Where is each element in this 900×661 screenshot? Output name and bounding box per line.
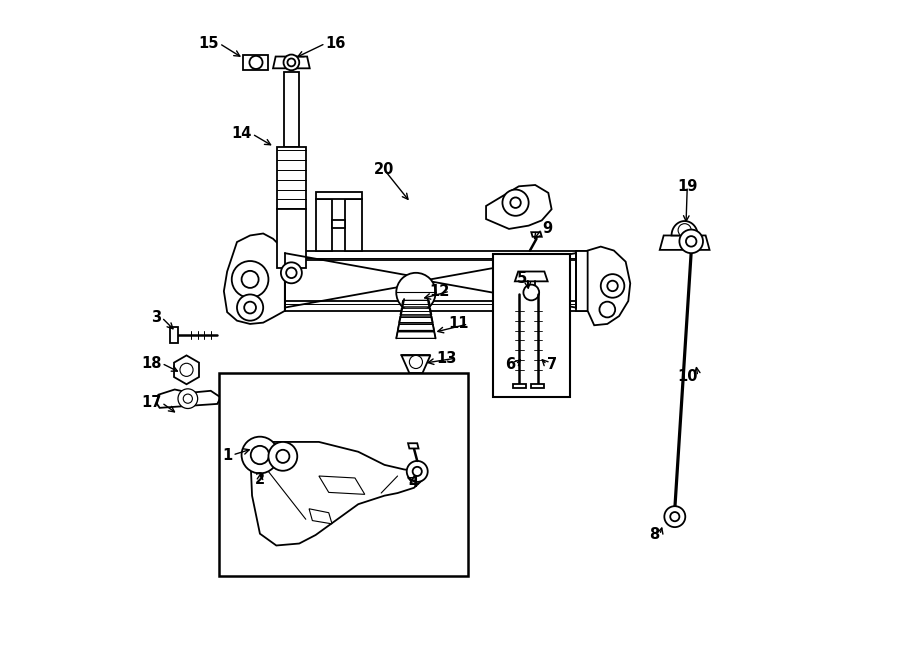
- Bar: [220, 373, 468, 576]
- Polygon shape: [345, 200, 362, 251]
- Polygon shape: [513, 384, 526, 388]
- Text: 13: 13: [436, 350, 456, 366]
- Circle shape: [680, 229, 703, 253]
- Polygon shape: [309, 509, 332, 524]
- Text: 19: 19: [677, 179, 698, 194]
- Circle shape: [524, 285, 539, 300]
- Polygon shape: [277, 147, 306, 210]
- Circle shape: [241, 437, 278, 473]
- Circle shape: [407, 461, 428, 482]
- Text: 5: 5: [518, 270, 527, 286]
- Circle shape: [244, 301, 256, 313]
- Circle shape: [608, 281, 617, 292]
- Polygon shape: [170, 327, 178, 343]
- Polygon shape: [273, 251, 284, 311]
- Circle shape: [502, 190, 528, 215]
- Circle shape: [178, 389, 198, 408]
- Polygon shape: [319, 476, 364, 494]
- Text: 20: 20: [374, 163, 394, 177]
- Polygon shape: [273, 57, 310, 68]
- Polygon shape: [174, 356, 199, 384]
- Text: 4: 4: [409, 475, 419, 490]
- Polygon shape: [284, 71, 299, 147]
- Polygon shape: [515, 272, 548, 282]
- Text: 17: 17: [141, 395, 162, 410]
- Text: 18: 18: [141, 356, 162, 371]
- Text: 12: 12: [429, 284, 450, 299]
- Polygon shape: [486, 185, 552, 229]
- Circle shape: [599, 301, 616, 317]
- Polygon shape: [396, 332, 436, 338]
- Polygon shape: [660, 235, 709, 250]
- Circle shape: [231, 261, 268, 297]
- Polygon shape: [531, 384, 544, 388]
- Circle shape: [184, 394, 193, 403]
- Text: 7: 7: [547, 357, 557, 372]
- Circle shape: [180, 364, 194, 376]
- Polygon shape: [332, 220, 345, 228]
- Circle shape: [678, 223, 691, 237]
- Circle shape: [601, 274, 625, 297]
- Text: 15: 15: [199, 36, 220, 51]
- Circle shape: [268, 442, 297, 471]
- Text: 3: 3: [151, 310, 162, 325]
- Circle shape: [281, 262, 302, 284]
- Circle shape: [412, 467, 422, 476]
- Polygon shape: [399, 316, 433, 323]
- Polygon shape: [316, 192, 362, 200]
- Polygon shape: [157, 389, 220, 408]
- Text: 16: 16: [326, 36, 346, 51]
- Text: 14: 14: [231, 126, 252, 141]
- Polygon shape: [408, 444, 418, 448]
- Polygon shape: [576, 251, 588, 311]
- Polygon shape: [671, 221, 698, 235]
- Circle shape: [686, 236, 697, 247]
- Polygon shape: [401, 300, 430, 307]
- Circle shape: [287, 58, 295, 66]
- Polygon shape: [531, 232, 542, 237]
- Circle shape: [664, 506, 685, 527]
- Circle shape: [241, 271, 258, 288]
- Text: 6: 6: [506, 357, 516, 372]
- Text: 2: 2: [255, 473, 265, 487]
- Polygon shape: [398, 324, 435, 330]
- Polygon shape: [400, 308, 432, 315]
- Circle shape: [249, 56, 263, 69]
- Circle shape: [237, 294, 263, 321]
- Text: 8: 8: [650, 527, 660, 543]
- Circle shape: [276, 449, 290, 463]
- Circle shape: [410, 356, 422, 369]
- Polygon shape: [224, 233, 284, 324]
- Polygon shape: [243, 56, 268, 69]
- Circle shape: [510, 198, 521, 208]
- Text: 11: 11: [448, 317, 468, 331]
- Polygon shape: [277, 210, 306, 268]
- Polygon shape: [273, 251, 588, 260]
- Text: 10: 10: [678, 369, 698, 384]
- Circle shape: [284, 55, 299, 70]
- Circle shape: [396, 273, 436, 312]
- Circle shape: [251, 446, 269, 464]
- Text: 9: 9: [542, 221, 552, 237]
- Circle shape: [286, 268, 297, 278]
- Polygon shape: [273, 301, 588, 311]
- Polygon shape: [588, 247, 630, 325]
- Circle shape: [670, 512, 680, 522]
- Bar: [492, 254, 570, 397]
- Text: 1: 1: [222, 447, 232, 463]
- Polygon shape: [316, 200, 332, 251]
- Polygon shape: [401, 356, 430, 373]
- Polygon shape: [250, 442, 422, 545]
